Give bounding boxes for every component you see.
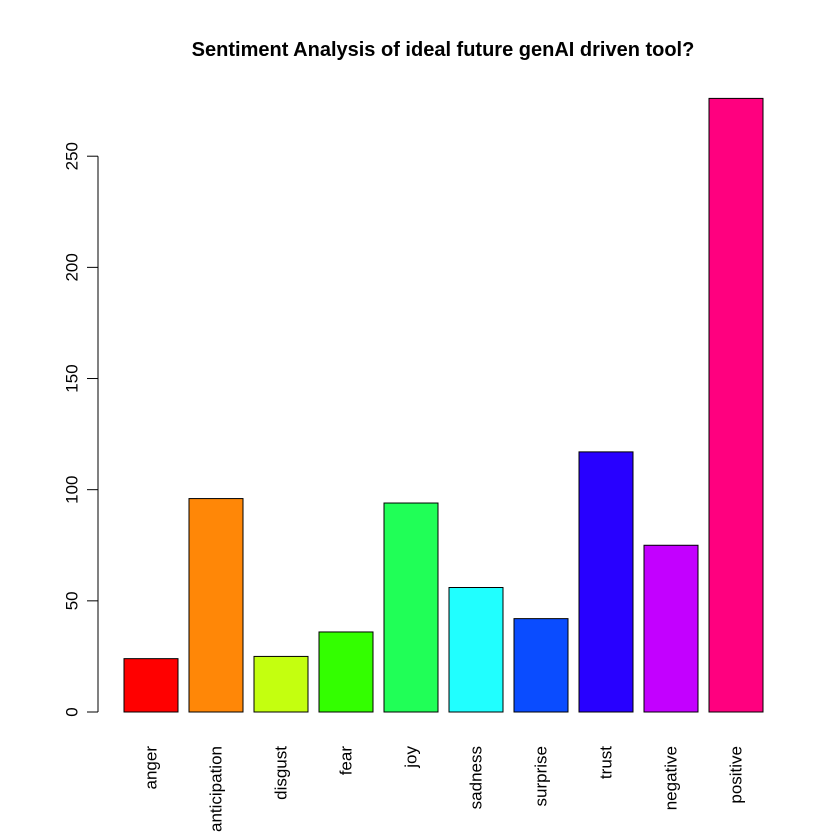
y-tick-label: 200 (63, 253, 82, 281)
bar-trust (578, 451, 634, 713)
bar-anticipation (188, 498, 244, 713)
bar-surprise (513, 618, 569, 713)
y-tick-label: 100 (63, 475, 82, 503)
y-tick-label: 0 (63, 707, 82, 716)
y-axis: 0 50 100 150 200 250 (63, 142, 99, 717)
bar-disgust (253, 655, 309, 713)
x-category-label: joy (402, 746, 421, 769)
bar-joy (383, 502, 439, 713)
x-category-label: negative (662, 746, 681, 810)
x-category-label: positive (727, 746, 746, 804)
bar-fear (318, 631, 374, 713)
bar-anger (123, 658, 179, 713)
x-category-label: fear (337, 746, 356, 776)
y-tick-label: 150 (63, 364, 82, 392)
x-category-label: trust (597, 746, 616, 779)
bars-group (123, 97, 764, 713)
bar-positive (708, 97, 764, 713)
x-category-label: disgust (272, 746, 291, 800)
bar-negative (643, 544, 699, 713)
bar-sadness (448, 587, 504, 713)
x-category-label: anger (142, 746, 161, 790)
x-category-label: surprise (532, 746, 551, 806)
chart-title: Sentiment Analysis of ideal future genAI… (192, 39, 695, 61)
x-category-label: anticipation (207, 746, 226, 832)
y-tick-label: 250 (63, 142, 82, 170)
x-category-label: sadness (467, 746, 486, 809)
x-axis-labels: anger anticipation disgust fear joy sadness su… (142, 746, 746, 833)
y-tick-label: 50 (63, 591, 82, 610)
